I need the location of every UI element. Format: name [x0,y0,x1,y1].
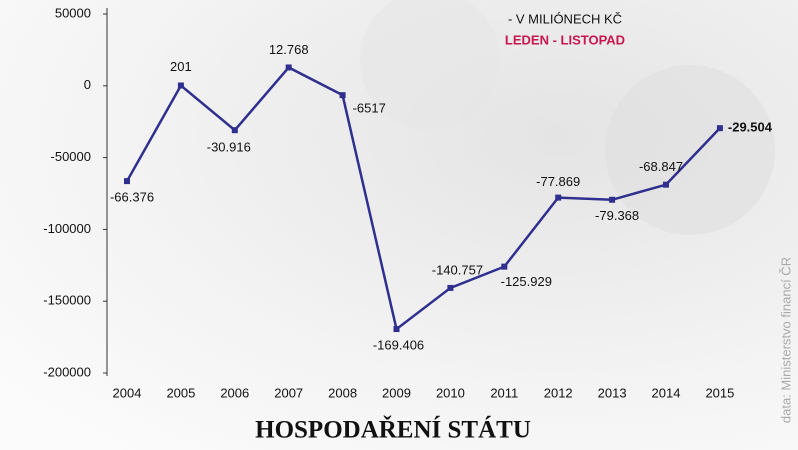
marker [177,82,184,89]
value-label: -77.869 [536,174,580,189]
value-label: 12.768 [269,42,309,57]
period-note: LEDEN - LISTOPAD [505,32,625,47]
source: data: Ministerstvo financí ČR [778,257,793,423]
x-tick-label: 2009 [382,385,411,400]
value-label: -29.504 [728,120,773,135]
marker [447,284,454,291]
marker [716,125,723,132]
y-tick-label: -50000 [51,149,91,164]
x-tick-label: 2008 [328,385,357,400]
value-label: -66.376 [110,190,154,205]
marker [555,194,562,201]
x-tick-label: 2010 [436,385,465,400]
marker [231,127,238,134]
y-tick-label: -150000 [43,293,91,308]
chart-title: HOSPODAŘENÍ STÁTU [255,416,531,444]
x-tick-label: 2005 [166,385,195,400]
marker [663,181,669,188]
coin-decoration [605,65,775,235]
coin-decoration [360,0,500,130]
marker [124,178,130,185]
marker [609,196,616,203]
x-tick-label: 2007 [274,385,303,400]
value-label: -30.916 [207,140,251,155]
unit-note: - V MILIÓNECH KČ [508,11,622,26]
value-label: -68.847 [639,159,683,174]
x-tick-label: 2013 [598,385,627,400]
x-tick-label: 2015 [705,385,734,400]
marker [393,326,400,333]
value-label: -169.406 [373,338,424,353]
x-tick-label: 2014 [652,385,681,400]
x-tick-label: 2004 [113,385,142,400]
value-label: -125.929 [501,274,552,289]
value-label: 201 [170,59,192,74]
x-tick-label: 2012 [544,385,573,400]
x-tick-label: 2006 [220,385,249,400]
line [125,65,721,332]
marker [285,64,292,71]
y-tick-label: -200000 [43,364,91,379]
x-tick-label: 2011 [490,385,518,400]
marker [501,263,508,270]
value-label: -79.368 [595,208,639,223]
y-tick-label: 50000 [55,5,91,20]
value-label: -140.757 [432,262,483,277]
value-label: -6517 [353,101,386,116]
marker [339,92,346,99]
y-tick-label: 0 [84,77,91,92]
y-tick-label: -100000 [43,221,91,236]
